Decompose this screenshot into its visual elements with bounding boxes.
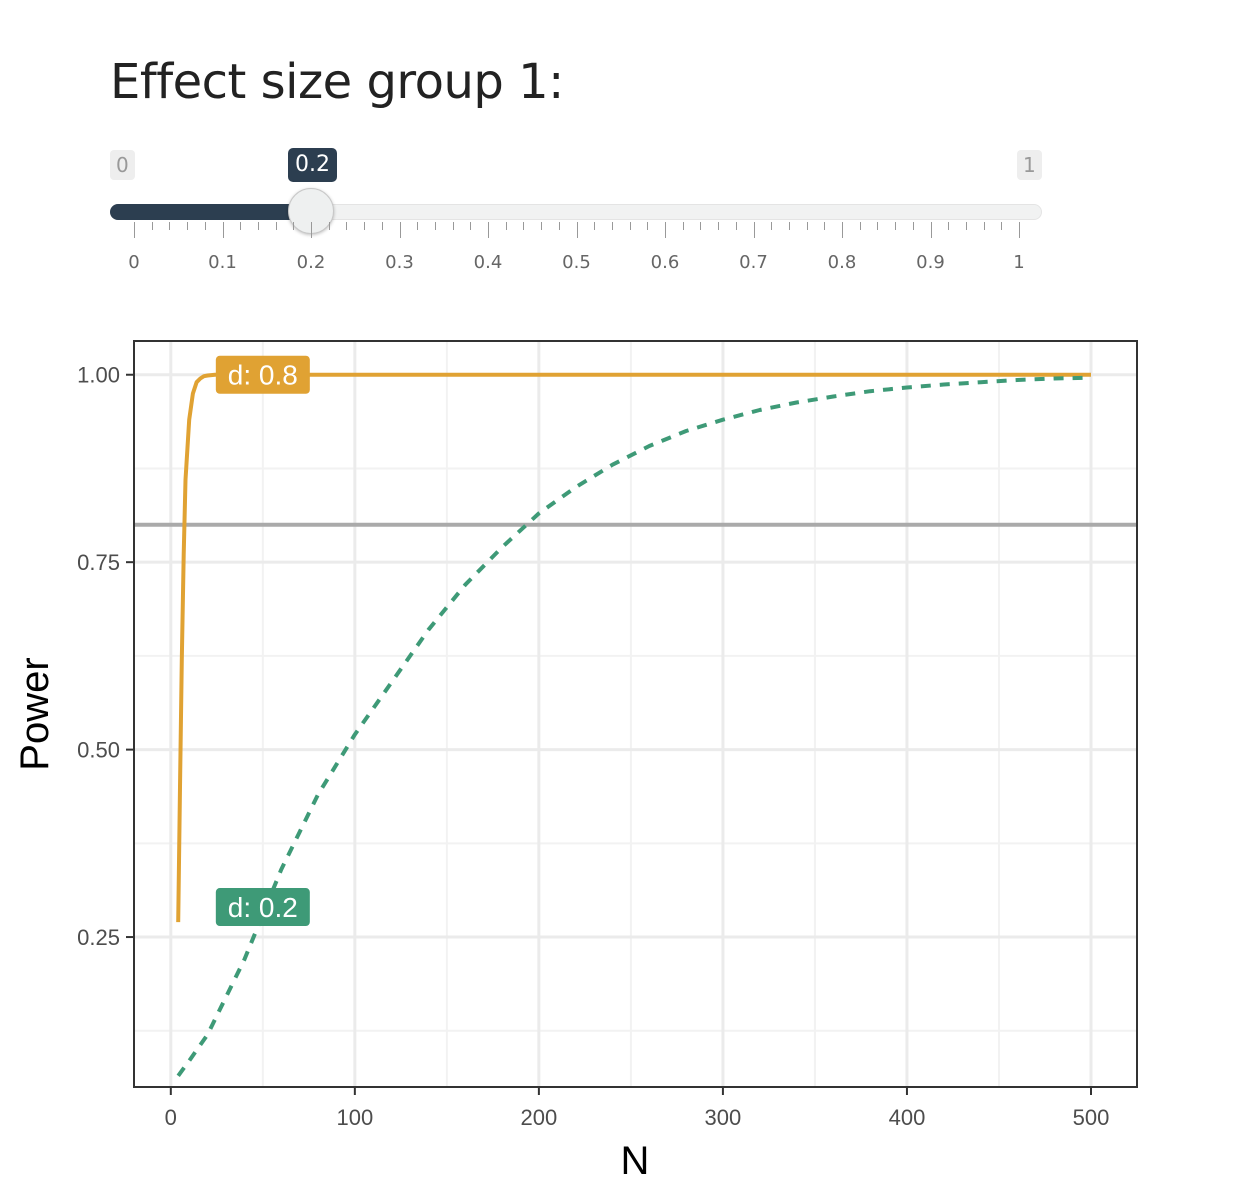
slider-tick-label: 0.2 — [296, 252, 326, 273]
slider-minor-tick — [434, 222, 436, 230]
slider-minor-tick — [912, 222, 914, 230]
slider-minor-tick — [470, 222, 472, 230]
x-axis-title: N — [621, 1139, 650, 1183]
y-tick-label: 1.00 — [77, 363, 120, 388]
slider-minor-tick — [364, 222, 366, 230]
slider-minor-tick — [240, 222, 242, 230]
slider-minor-tick — [948, 222, 950, 230]
slider-minor-tick — [877, 222, 879, 230]
x-tick-label: 400 — [889, 1105, 926, 1130]
slider-minor-tick — [965, 222, 967, 230]
slider-min-label: 0 — [110, 150, 135, 180]
slider-minor-tick — [187, 222, 189, 230]
slider-major-tick — [1019, 222, 1020, 238]
series-label-1: d: 0.2 — [228, 892, 298, 923]
slider-tick-label: 0.5 — [562, 252, 591, 273]
slider-minor-tick — [523, 222, 525, 230]
x-tick-label: 200 — [521, 1105, 558, 1130]
series-label-box-0 — [215, 355, 310, 394]
slider-minor-tick — [895, 222, 897, 230]
slider-minor-tick — [647, 222, 649, 230]
slider-major-tick — [488, 222, 489, 238]
slider-minor-tick — [169, 222, 171, 230]
slider-minor-tick — [346, 222, 348, 230]
x-tick-label: 100 — [336, 1105, 373, 1130]
slider-minor-tick — [983, 222, 985, 230]
slider-minor-tick — [594, 222, 596, 230]
x-tick-label: 500 — [1073, 1105, 1110, 1130]
slider-minor-tick — [700, 222, 702, 230]
slider-minor-tick — [735, 222, 737, 230]
slider-tick-label: 0.6 — [650, 252, 680, 273]
slider-tick-label: 0.4 — [473, 252, 503, 273]
y-axis: 0.25 0.50 0.75 1.00 — [77, 363, 134, 950]
slider-value-tooltip: 0.2 — [288, 148, 337, 182]
slider-minor-tick — [293, 222, 295, 230]
slider-minor-tick — [1001, 222, 1003, 230]
slider-minor-tick — [275, 222, 277, 230]
slider-major-tick — [399, 222, 401, 238]
x-tick-label: 0 — [165, 1105, 177, 1130]
slider-minor-tick — [629, 222, 631, 230]
minor-gridlines — [134, 341, 1137, 1087]
effect-size-label: Effect size group 1: — [110, 54, 564, 110]
slider-minor-tick — [771, 222, 773, 230]
slider-minor-tick — [328, 222, 330, 230]
slider-minor-tick — [452, 222, 454, 230]
plot-panel — [134, 341, 1137, 1087]
slider-minor-tick — [859, 222, 861, 230]
slider-fill — [110, 204, 311, 220]
y-tick-label: 0.25 — [77, 925, 120, 950]
slider-major-tick — [311, 222, 312, 238]
slider-minor-tick — [417, 222, 419, 230]
x-tick-label: 300 — [705, 1105, 742, 1130]
slider-tick-label: 0 — [128, 252, 140, 273]
slider-minor-tick — [151, 222, 153, 230]
slider-major-tick — [753, 222, 755, 238]
power-chart: d: 0.8d: 0.2 0 100 200 300 400 500 0.250.500.… — [13, 340, 1138, 1183]
y-tick-label: 0.75 — [77, 550, 120, 575]
slider-tick-label: 0.9 — [916, 252, 945, 273]
x-axis: 0 100 200 300 400 500 — [165, 1087, 1110, 1130]
slider-major-tick — [576, 222, 578, 238]
slider-max-label: 1 — [1017, 150, 1042, 180]
y-tick-label: 0.50 — [77, 738, 120, 763]
slider-minor-tick — [505, 222, 507, 230]
slider-minor-tick — [541, 222, 543, 230]
slider-tick-label: 0.7 — [739, 252, 768, 273]
slider-major-tick — [665, 222, 666, 238]
slider-minor-tick — [257, 222, 259, 230]
slider-minor-tick — [682, 222, 684, 230]
slider-major-tick — [842, 222, 843, 238]
slider-major-tick — [930, 222, 932, 238]
slider-tick-label: 0.8 — [827, 252, 857, 273]
y-axis-title: Power — [13, 657, 57, 770]
slider-tick-label: 1 — [1013, 252, 1025, 273]
effect-size-slider[interactable]: 0 1 0.2 0 0.1 0.2 0.3 0.4 0.5 0.6 0.7 0.8 0.9 1 — [0, 140, 1252, 280]
slider-minor-tick — [718, 222, 720, 230]
slider-minor-tick — [381, 222, 383, 230]
slider-minor-tick — [611, 222, 613, 230]
series-label-0: d: 0.8 — [228, 360, 298, 391]
series-label-box-1 — [215, 888, 310, 927]
series-labels: d: 0.8 d: 0.2 — [215, 355, 310, 927]
series-lines — [176, 372, 1092, 1077]
slider-minor-tick — [824, 222, 826, 230]
slider-tick-label: 0.3 — [385, 252, 414, 273]
slider-tick-label: 0.1 — [208, 252, 237, 273]
slider-minor-tick — [806, 222, 808, 230]
slider-major-tick — [222, 222, 224, 238]
slider-minor-tick — [788, 222, 790, 230]
plot-border — [133, 340, 1138, 1088]
slider-major-tick — [134, 222, 135, 238]
series-line-0 — [176, 372, 1091, 923]
slider-minor-tick — [558, 222, 560, 230]
series-line-1 — [176, 375, 1092, 1077]
slider-minor-tick — [204, 222, 206, 230]
